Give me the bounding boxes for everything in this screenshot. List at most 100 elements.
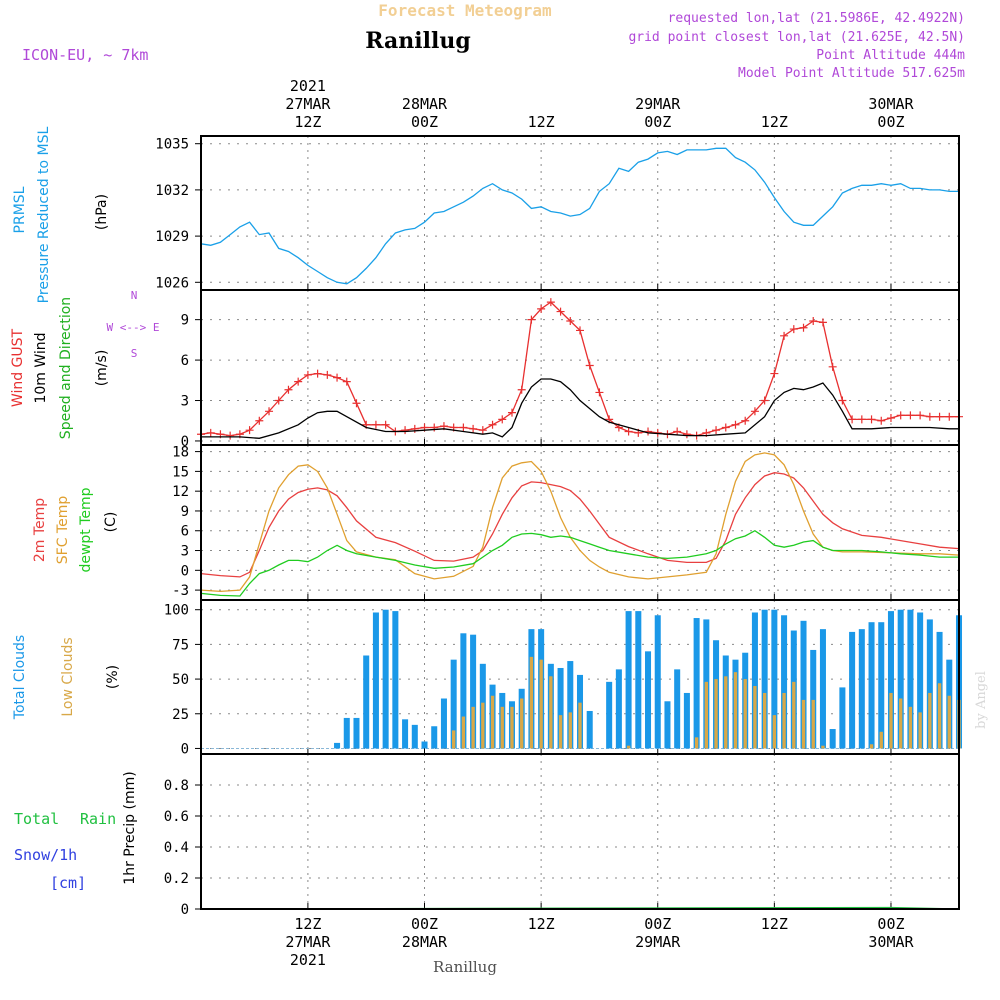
low-cloud-bar (743, 679, 747, 749)
precip-panel: Total Rain Snow/1h [cm] 1hr Precip (mm) … (14, 753, 960, 918)
y-tick-label: 0.4 (164, 840, 189, 856)
precip-unit: 1hr Precip (mm) (122, 771, 138, 884)
gust-marker (925, 412, 934, 421)
gust-marker (226, 431, 235, 440)
low-cloud-bar (558, 715, 563, 749)
low-cloud-bar (452, 730, 456, 749)
gust-marker (721, 423, 730, 432)
total-cloud-bar (615, 669, 622, 749)
gust-marker (877, 416, 886, 425)
wind-label-gust: Wind GUST (10, 328, 26, 407)
total-cloud-bar (567, 661, 574, 749)
10m-wind-line (201, 378, 959, 439)
total-cloud-bar (868, 622, 875, 749)
low-cloud-bar (782, 692, 786, 749)
gust-marker (459, 423, 468, 432)
y-tick-label: 0 (181, 434, 189, 450)
gust-marker (537, 304, 546, 313)
wind-label-10m: 10m Wind (33, 332, 49, 403)
gust-marker (352, 399, 361, 408)
total-cloud-bar (926, 619, 933, 749)
y-tick-label: 0.2 (164, 871, 189, 887)
pressure-unit: (hPa) (94, 194, 110, 230)
low-cloud-bar (724, 676, 728, 749)
low-cloud-bar (626, 745, 631, 749)
gust-marker (206, 428, 215, 437)
gust-marker (712, 426, 721, 435)
gust-marker (323, 370, 332, 379)
station-title: Ranillug (365, 28, 471, 54)
gust-marker (313, 369, 322, 378)
wind-plot: 0 3 6 9 (181, 289, 963, 450)
total-cloud-bar (402, 719, 409, 749)
temp-label-2m: 2m Temp (32, 498, 48, 562)
product-title: Forecast Meteogram (378, 1, 552, 20)
clouds-panel: Total Clouds Low Clouds (%) 0 25 50 75 100 b… (12, 599, 989, 757)
pressure-panel: PRMSL Pressure Reduced to MSL (hPa) 1026… (12, 126, 960, 303)
total-cloud-bar (353, 717, 360, 749)
y-tick-label: 9 (181, 504, 189, 520)
gust-marker (585, 361, 594, 370)
low-cloud-bar (772, 715, 777, 749)
gust-marker (916, 411, 925, 420)
low-cloud-bar (947, 695, 951, 749)
top-time-label: 00Z (877, 113, 904, 131)
low-cloud-bar (714, 679, 718, 749)
gust-marker (624, 427, 633, 436)
total-cloud-bar (771, 609, 778, 749)
panel-frame (200, 753, 960, 910)
temp-unit: (C) (103, 512, 119, 533)
panel-frame (200, 289, 960, 446)
total-cloud-bar (586, 710, 593, 749)
dewpt-temp-line (200, 529, 959, 597)
gust-marker (838, 396, 847, 405)
compass-south: S (131, 347, 138, 360)
gust-marker (333, 373, 342, 382)
sfc-temp-line (200, 452, 960, 593)
total-cloud-bar (897, 609, 904, 749)
total-cloud-bar (343, 717, 350, 749)
bottom-time-label: 28MAR (402, 933, 448, 951)
temperature-plot: -3 0 3 6 9 12 15 18 (172, 444, 960, 601)
gust-marker (284, 385, 293, 394)
bottom-time-label: 30MAR (868, 933, 914, 951)
gust-marker (750, 407, 759, 416)
y-tick-label: 0 (181, 741, 189, 757)
low-cloud-bar (461, 716, 466, 749)
total-cloud-bar (810, 649, 817, 749)
total-cloud-bar (431, 726, 438, 749)
y-tick-label: 25 (172, 707, 189, 723)
gust-marker (469, 424, 478, 433)
gust-marker (488, 420, 497, 429)
low-cloud-bar (801, 699, 806, 749)
y-tick-label: 100 (164, 603, 189, 619)
y-tick-label: 12 (172, 484, 189, 500)
low-cloud-bar (704, 681, 708, 749)
y-tick-label: 0 (181, 563, 189, 579)
y-tick-label: 75 (172, 637, 189, 653)
point-altitude: Point Altitude 444m (816, 48, 965, 63)
y-tick-label: 0.6 (164, 809, 189, 825)
low-cloud-bar (879, 731, 883, 749)
compass-north: N (131, 289, 138, 302)
low-cloud-bar (908, 706, 913, 749)
bottom-time-label: 12Z (294, 915, 321, 933)
bottom-time-label: 00Z (411, 915, 438, 933)
gust-marker (546, 298, 555, 307)
total-cloud-bar (470, 634, 477, 749)
low-cloud-bar (792, 681, 796, 749)
panel-frame (200, 135, 960, 291)
gust-marker (867, 415, 876, 424)
total-cloud-bar (372, 612, 379, 749)
top-time-label: 29MAR (635, 95, 681, 113)
total-cloud-bar (751, 612, 758, 749)
y-tick-label: 1029 (155, 229, 189, 245)
y-tick-label: 1032 (155, 183, 189, 199)
closest-coords: grid point closest lon,lat (21.625E, 42.… (628, 30, 965, 45)
bottom-time-label: 00Z (644, 915, 671, 933)
low-cloud-bar (481, 702, 485, 749)
temp-label-dewpt: dewpt Temp (78, 487, 94, 572)
low-cloud-bar (549, 676, 553, 749)
gust-marker (809, 317, 818, 325)
compass-west-east: W <--> E (107, 321, 160, 334)
